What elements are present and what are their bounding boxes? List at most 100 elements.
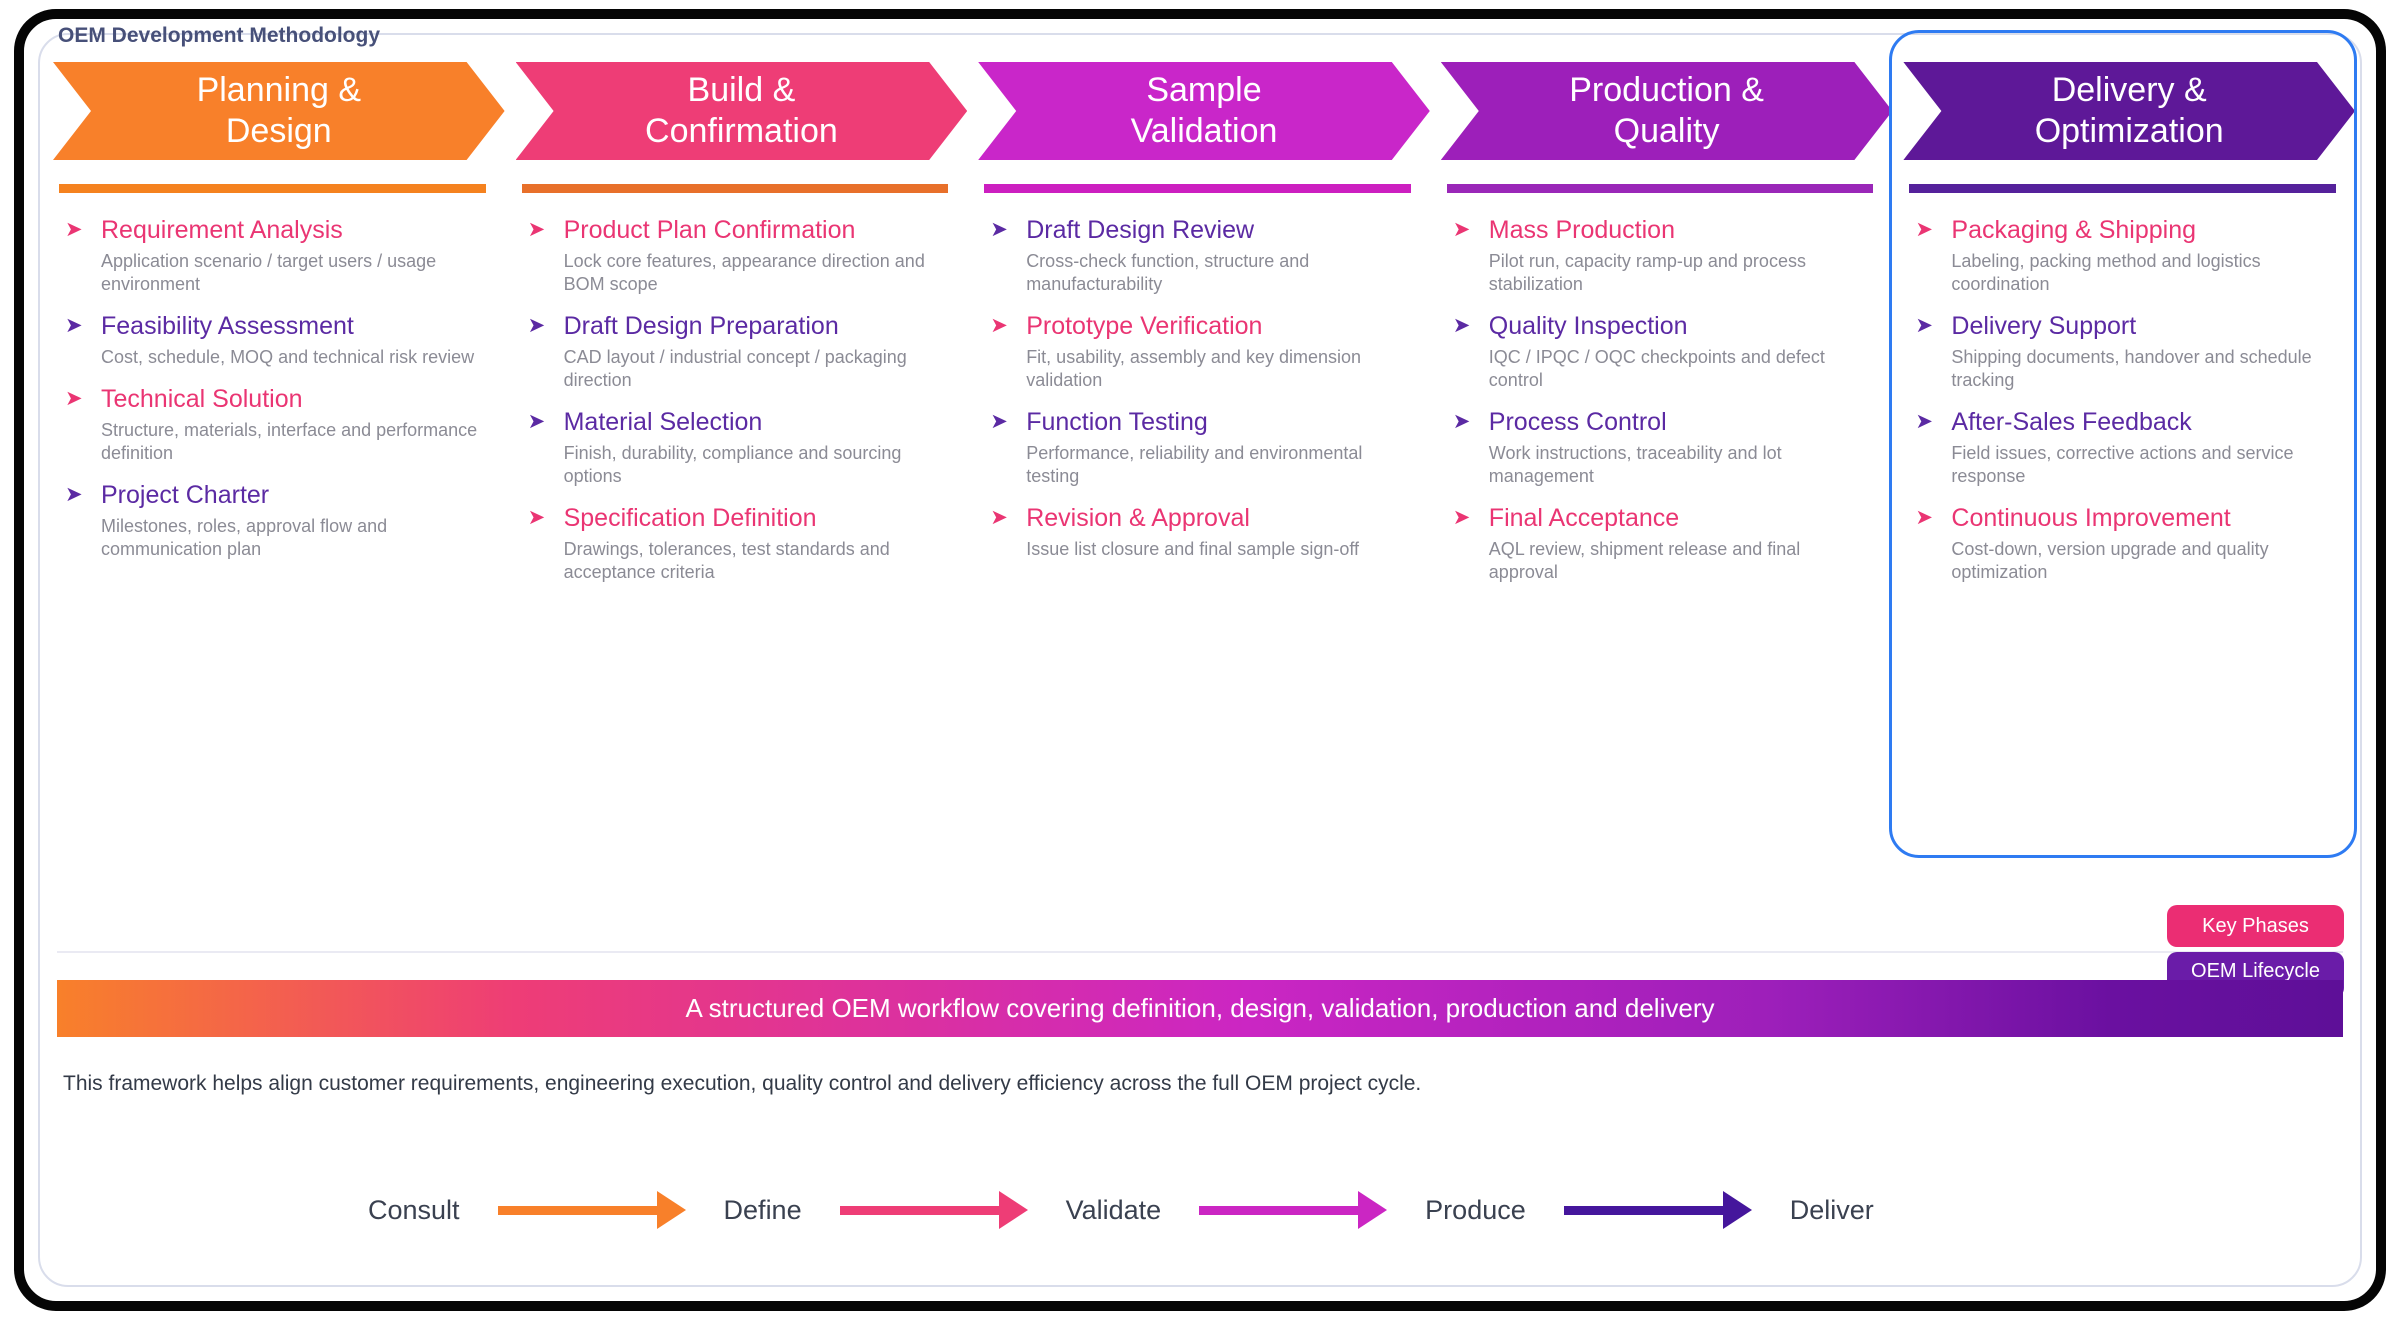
inner-card-border bbox=[38, 33, 2362, 1287]
flow-step-validate: Validate bbox=[1065, 1194, 1162, 1225]
list-item: ➤ Delivery Support Shipping documents, h… bbox=[1915, 311, 2345, 392]
list-item: ➤ Draft Design Preparation CAD layout / … bbox=[528, 311, 958, 392]
legend-badge-key-phases: Key Phases bbox=[2167, 905, 2344, 947]
phase-header-label: Delivery & Optimization bbox=[2034, 70, 2224, 150]
list-item: ➤ Revision & Approval Issue list closure… bbox=[990, 503, 1420, 561]
arrow-bullet-icon: ➤ bbox=[527, 314, 546, 338]
list-item: ➤ Quality Inspection IQC / IPQC / OQC ch… bbox=[1453, 311, 1883, 392]
phase-columns: Planning & Design ➤ Requirement Analysis… bbox=[53, 62, 2355, 584]
arrow-bullet-icon: ➤ bbox=[990, 314, 1008, 338]
item-description: Drawings, tolerances, test standards and… bbox=[563, 539, 890, 583]
item-title: Requirement Analysis bbox=[101, 216, 343, 244]
phase-underline bbox=[1446, 184, 1874, 193]
arrow-bullet-icon: ➤ bbox=[1452, 506, 1471, 530]
item-title: Project Charter bbox=[101, 481, 270, 510]
item-title: Quality Inspection bbox=[1488, 312, 1688, 341]
item-description: AQL review, shipment release and final a… bbox=[1488, 539, 1801, 583]
phase-underline bbox=[59, 184, 486, 193]
arrow-bullet-icon: ➤ bbox=[1915, 506, 1933, 530]
item-title: Final Acceptance bbox=[1488, 504, 1680, 533]
arrow-bullet-icon: ➤ bbox=[1452, 218, 1471, 241]
list-item: ➤ Requirement Analysis Application scena… bbox=[65, 215, 495, 296]
phase-item-list: ➤ Product Plan Confirmation Lock core fe… bbox=[528, 215, 958, 584]
phase-header-arrow: Production & Quality bbox=[1441, 62, 1893, 160]
item-title: Feasibility Assessment bbox=[101, 312, 354, 341]
list-item: ➤ Packaging & Shipping Labeling, packing… bbox=[1915, 215, 2345, 296]
item-title: Delivery Support bbox=[1951, 312, 2137, 341]
list-item: ➤ Prototype Verification Fit, usability,… bbox=[990, 311, 1420, 392]
item-description: CAD layout / industrial concept / packag… bbox=[563, 347, 907, 391]
item-title: Prototype Verification bbox=[1026, 312, 1263, 341]
list-item: ➤ Function Testing Performance, reliabil… bbox=[990, 407, 1420, 488]
item-title: Material Selection bbox=[563, 408, 763, 437]
item-description: Lock core features, appearance direction… bbox=[563, 251, 925, 295]
phase-item-list: ➤ Packaging & Shipping Labeling, packing… bbox=[1915, 215, 2345, 584]
arrow-bullet-icon: ➤ bbox=[65, 314, 83, 338]
item-title: Packaging & Shipping bbox=[1951, 216, 2197, 244]
flow-arrow-icon bbox=[1199, 1190, 1388, 1229]
arrow-bullet-icon: ➤ bbox=[65, 387, 83, 411]
phase-header-label: Sample Validation bbox=[1130, 70, 1278, 150]
item-description: Issue list closure and final sample sign… bbox=[1026, 539, 1360, 560]
framework-subtitle: This framework helps align customer requ… bbox=[63, 1072, 1422, 1095]
arrow-bullet-icon: ➤ bbox=[1915, 314, 1933, 338]
phase-underline bbox=[521, 184, 949, 193]
item-title: Specification Definition bbox=[563, 504, 817, 533]
item-description: Field issues, corrective actions and ser… bbox=[1951, 443, 2294, 487]
phase-header-arrow: Planning & Design bbox=[53, 62, 505, 160]
list-item: ➤ Final Acceptance AQL review, shipment … bbox=[1453, 503, 1883, 584]
item-title: Draft Design Preparation bbox=[563, 312, 839, 341]
flow-step-deliver: Deliver bbox=[1789, 1194, 1874, 1225]
item-description: Application scenario / target users / us… bbox=[101, 251, 437, 295]
item-description: Work instructions, traceability and lot … bbox=[1488, 443, 1782, 487]
phase-column-production-quality: Production & Quality ➤ Mass Production P… bbox=[1441, 62, 1893, 584]
page-title: OEM Development Methodology bbox=[58, 24, 381, 47]
arrow-bullet-icon: ➤ bbox=[990, 410, 1008, 434]
item-description: Performance, reliability and environment… bbox=[1026, 443, 1363, 487]
list-item: ➤ Material Selection Finish, durability,… bbox=[528, 407, 958, 488]
list-item: ➤ Technical Solution Structure, material… bbox=[65, 384, 495, 465]
list-item: ➤ Continuous Improvement Cost-down, vers… bbox=[1915, 503, 2345, 584]
item-description: Shipping documents, handover and schedul… bbox=[1951, 347, 2312, 391]
item-title: Technical Solution bbox=[101, 385, 303, 414]
item-title: Mass Production bbox=[1488, 216, 1675, 244]
list-item: ➤ Process Control Work instructions, tra… bbox=[1453, 407, 1883, 488]
arrow-bullet-icon: ➤ bbox=[1452, 410, 1471, 434]
arrow-bullet-icon: ➤ bbox=[527, 410, 546, 434]
list-item: ➤ Mass Production Pilot run, capacity ra… bbox=[1453, 215, 1883, 296]
flow-arrow-icon bbox=[1563, 1190, 1752, 1229]
phase-item-list: ➤ Mass Production Pilot run, capacity ra… bbox=[1453, 215, 1883, 584]
item-title: Continuous Improvement bbox=[1951, 504, 2231, 533]
phase-header-arrow: Delivery & Optimization bbox=[1903, 62, 2355, 160]
item-description: Fit, usability, assembly and key dimensi… bbox=[1026, 347, 1361, 391]
flow-arrow-icon bbox=[497, 1190, 686, 1229]
arrow-bullet-icon: ➤ bbox=[990, 506, 1008, 530]
list-item: ➤ Feasibility Assessment Cost, schedule,… bbox=[65, 311, 495, 369]
phase-header-arrow: Build & Confirmation bbox=[516, 62, 968, 160]
phase-header-label: Production & Quality bbox=[1569, 70, 1764, 150]
flow-arrow-icon bbox=[839, 1190, 1028, 1229]
list-item: ➤ Specification Definition Drawings, tol… bbox=[528, 503, 958, 584]
item-description: Cost-down, version upgrade and quality o… bbox=[1951, 539, 2269, 583]
outer-black-frame bbox=[14, 9, 2386, 1311]
item-description: Structure, materials, interface and perf… bbox=[101, 420, 478, 464]
summary-banner: A structured OEM workflow covering defin… bbox=[57, 980, 2343, 1037]
list-item: ➤ Project Charter Milestones, roles, app… bbox=[65, 480, 495, 561]
phase-header-arrow: Sample Validation bbox=[978, 62, 1430, 160]
item-description: Cross-check function, structure and manu… bbox=[1026, 251, 1310, 295]
list-item: ➤ Product Plan Confirmation Lock core fe… bbox=[528, 215, 958, 296]
arrow-bullet-icon: ➤ bbox=[1915, 410, 1933, 434]
list-item: ➤ After-Sales Feedback Field issues, cor… bbox=[1915, 407, 2345, 488]
phase-column-build-confirmation: Build & Confirmation ➤ Product Plan Conf… bbox=[516, 62, 968, 584]
arrow-bullet-icon: ➤ bbox=[1452, 314, 1471, 338]
arrow-bullet-icon: ➤ bbox=[527, 218, 546, 241]
item-description: Labeling, packing method and logistics c… bbox=[1951, 251, 2261, 295]
item-title: Function Testing bbox=[1026, 408, 1208, 437]
arrow-bullet-icon: ➤ bbox=[65, 218, 83, 241]
flow-step-produce: Produce bbox=[1425, 1194, 1526, 1225]
phase-underline bbox=[1909, 184, 2336, 193]
phase-header-label: Planning & Design bbox=[196, 70, 362, 150]
horizontal-divider bbox=[57, 951, 2343, 953]
arrow-bullet-icon: ➤ bbox=[1915, 218, 1933, 241]
phase-column-sample-validation: Sample Validation ➤ Draft Design Review … bbox=[978, 62, 1430, 584]
